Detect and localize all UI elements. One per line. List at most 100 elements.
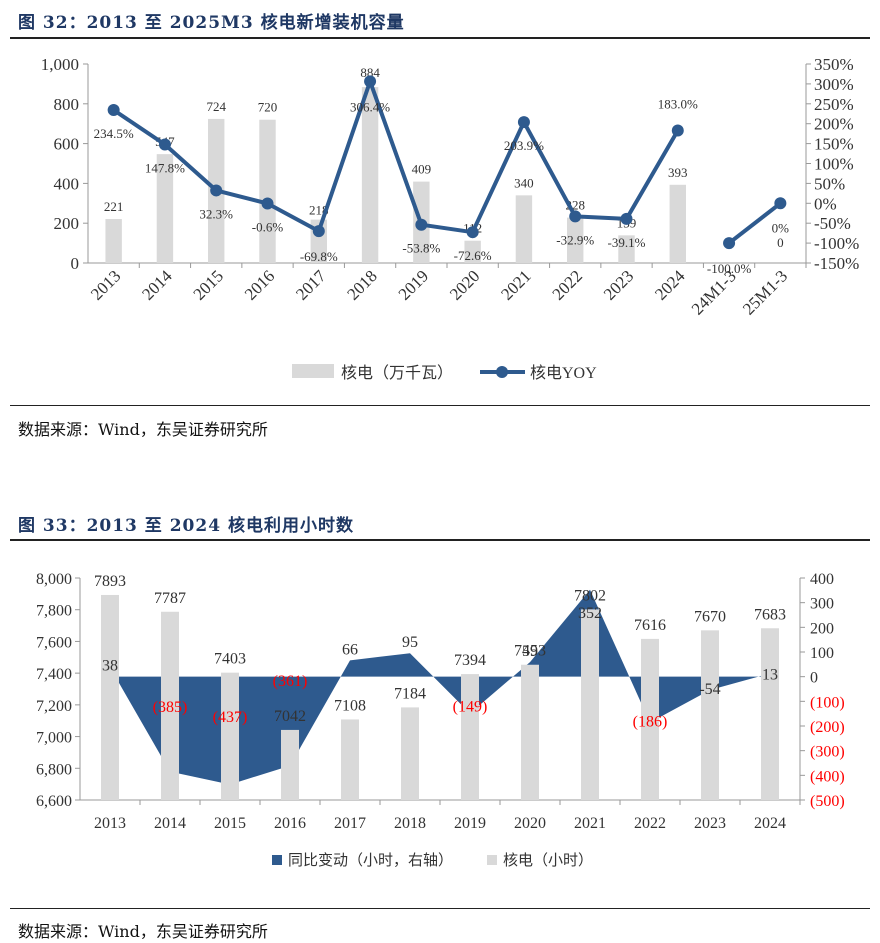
right-axis-tick-label: 350% [814,55,854,74]
yoy-point [620,212,633,225]
yoy-point [261,197,274,210]
capacity-bar [669,184,686,263]
x-axis-tick-label: 2014 [154,815,186,832]
yoy-point-label: -69.8% [300,249,338,264]
legend-capacity-swatch [292,364,334,378]
capacity-bar [105,219,122,263]
capacity-bar-label: 724 [206,99,226,114]
utilization-bar [581,609,599,800]
yoy-change-label: 66 [342,641,358,658]
utilization-bar-label: 7403 [214,651,246,668]
right-axis-tick-label: 50% [814,174,845,193]
yoy-change-label: 95 [402,634,418,651]
left-axis-tick-label: 0 [71,254,80,273]
utilization-bar [101,594,119,800]
yoy-point [158,138,171,151]
yoy-change-label: 38 [102,657,118,674]
right-axis-tick-label: 300% [814,75,854,94]
right-axis-tick-label: 100% [814,155,854,174]
x-axis-tick-label: 2020 [514,815,546,832]
yoy-change-label: 352 [578,605,602,622]
yoy-change-label: (437) [213,709,248,726]
x-axis-tick-label: 2022 [549,266,586,303]
yoy-point [723,237,736,250]
x-axis-tick-label: 2016 [241,266,278,303]
yoy-point-label: -0.6% [252,220,284,235]
yoy-point-label: 234.5% [94,126,134,141]
x-axis-tick-label: 2023 [600,266,637,303]
yoy-change-label: -54 [699,681,720,698]
right-axis-tick-label: (200) [810,719,845,736]
yoy-point [210,184,223,197]
left-axis-tick-label: 800 [54,95,80,114]
yoy-change-label: (149) [453,698,488,715]
yoy-point-label: 203.9% [504,138,544,153]
x-axis-tick-label: 2021 [497,266,534,303]
capacity-bar-label: 884 [360,65,380,80]
utilization-bar-label: 7802 [574,587,606,604]
left-axis-tick-label: 6,600 [36,793,72,810]
right-axis-tick-label: (300) [810,744,845,761]
utilization-bar [161,611,179,800]
utilization-bar [281,729,299,800]
right-axis-tick-label: -150% [814,254,859,273]
yoy-point [774,197,787,210]
utilization-bar [341,719,359,800]
legend-capacity-label: 核电（万千瓦） [341,364,453,382]
right-axis-tick-label: -50% [814,214,851,233]
x-axis-tick-label: 2023 [694,815,726,832]
figure-32-top-rule [10,37,870,39]
yoy-change-label: 59 [522,643,538,660]
yoy-point-label: 306.4% [350,99,390,114]
x-axis-tick-label: 2014 [138,266,176,304]
yoy-point [671,124,684,137]
left-axis-tick-label: 600 [54,135,80,154]
capacity-bar [259,119,276,263]
utilization-bar-label: 7394 [454,652,486,669]
chart-utilization-hours: 6,600 6,800 7,000 7,200 7,400 7,600 7,800 8,000… [36,571,845,869]
left-axis-tick-label: 7,200 [36,698,72,715]
yoy-point [364,75,377,88]
yoy-point-label: -32.9% [556,232,594,247]
capacity-bar [464,240,481,263]
x-axis-tick-label: 2015 [214,815,246,832]
x-axis-tick-label: 2013 [94,815,126,832]
left-axis-tick-label: 200 [54,214,80,233]
yoy-change-area [110,589,770,785]
figure-33-title: 图 33：2013 至 2024 核电利用小时数 [18,516,354,536]
yoy-point-label: 147.8% [145,160,185,175]
capacity-bar-label: 393 [668,165,688,180]
capacity-bar-label: 221 [104,199,124,214]
figure-32-bottom-rule [10,405,870,406]
right-axis-tick-label: 100 [810,645,834,662]
yoy-point-label: 183.0% [658,96,698,111]
yoy-point-label: -100.0% [707,261,752,276]
utilization-bar [521,664,539,800]
capacity-bar [567,217,584,263]
x-axis-tick-label: 2013 [87,266,124,303]
utilization-bar-label: 7453 [514,643,546,660]
x-axis-tick-label: 2017 [334,815,366,832]
utilization-bar [221,672,239,800]
x-axis-tick-label: 2018 [394,815,426,832]
x-axis-tick-label: 2016 [274,815,306,832]
utilization-bar-label: 7108 [334,697,366,714]
capacity-bar-label: 720 [258,100,278,115]
capacity-bar [515,195,533,263]
utilization-bar [641,638,659,800]
legend-hours-label: 核电（小时） [503,852,593,869]
x-axis-tick-label: 2022 [634,815,666,832]
utilization-bar-label: 7893 [94,573,126,590]
yoy-change-label: (186) [633,714,668,731]
yoy-point [415,218,428,231]
left-axis-tick-label: 7,600 [36,634,72,651]
left-axis-tick-label: 400 [54,174,80,193]
legend-change-label: 同比变动（小时，右轴） [288,852,453,869]
right-axis-tick-label: 400 [810,571,834,588]
capacity-bar [156,154,174,263]
x-axis-tick-label: 2019 [454,815,486,832]
left-axis-tick-label: 8,000 [36,571,72,588]
x-axis-tick-label: 2019 [395,266,432,303]
utilization-bar-label: 7042 [274,708,306,725]
right-axis-tick-label: 200% [814,115,854,134]
